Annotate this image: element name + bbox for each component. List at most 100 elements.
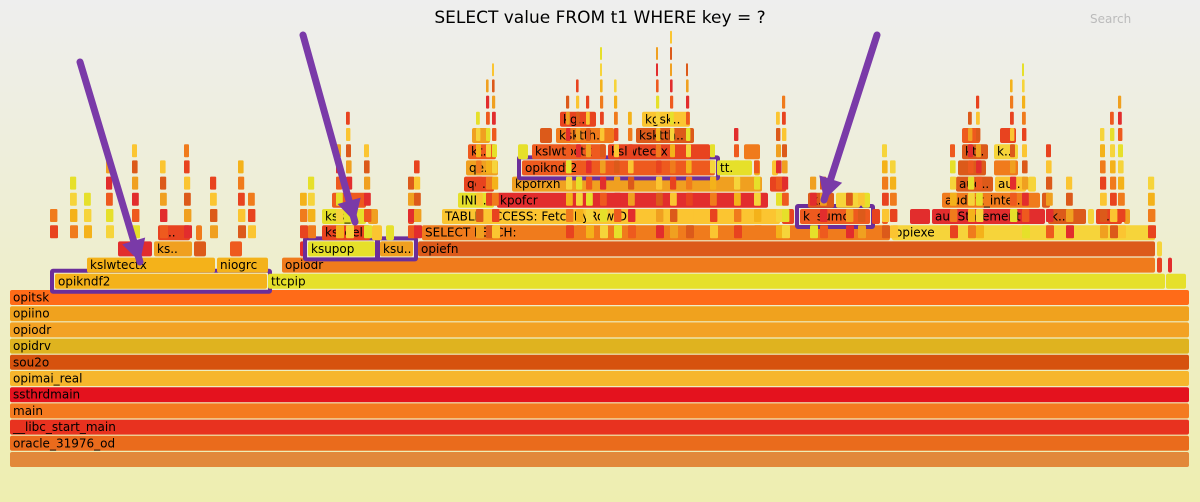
frame-stub[interactable]: [1100, 160, 1106, 174]
frame-stub[interactable]: [710, 144, 715, 158]
frame-stub[interactable]: [686, 225, 694, 239]
frame-stub[interactable]: [1110, 111, 1114, 125]
frame-stub[interactable]: [492, 144, 497, 158]
frame-stub[interactable]: [890, 192, 897, 206]
frame-stub[interactable]: [492, 209, 500, 222]
frame-stub[interactable]: [476, 111, 480, 125]
flame-frame[interactable]: [196, 225, 202, 241]
frame-stub[interactable]: [132, 192, 139, 206]
frame-stub[interactable]: [670, 63, 672, 77]
frame-stub[interactable]: [300, 192, 307, 206]
frame-rect[interactable]: [744, 144, 760, 160]
frame-stub[interactable]: [1022, 225, 1030, 239]
frame-stub[interactable]: [308, 192, 315, 206]
frame-stub[interactable]: [882, 176, 889, 190]
frame-stub[interactable]: [670, 225, 678, 239]
frame-stub[interactable]: [670, 209, 678, 222]
frame-rect[interactable]: [556, 128, 614, 143]
frame-stub[interactable]: [414, 209, 422, 222]
frame-stub[interactable]: [160, 160, 166, 174]
frame-stub[interactable]: [1118, 225, 1126, 239]
frame-stub[interactable]: [586, 128, 591, 141]
frame-stub[interactable]: [248, 209, 256, 222]
frame-stub[interactable]: [576, 209, 584, 222]
flame-frame[interactable]: [194, 241, 206, 257]
frame-stub[interactable]: [734, 225, 742, 239]
frame-stub[interactable]: [810, 225, 818, 239]
frame-stub[interactable]: [1100, 176, 1107, 190]
frame-stub[interactable]: [1010, 95, 1014, 109]
frame-stub[interactable]: [576, 160, 582, 174]
frame-stub[interactable]: [238, 225, 246, 239]
frame-stub[interactable]: [968, 160, 974, 174]
frame-stub[interactable]: [210, 176, 217, 190]
frame-stub[interactable]: [576, 176, 583, 190]
frame-stub[interactable]: [566, 192, 573, 206]
frame-stub[interactable]: [890, 209, 898, 222]
flame-frame-ksktth-[interactable]: ksktth..: [636, 128, 694, 143]
frame-rect[interactable]: [1157, 241, 1162, 257]
flame-frame-oracle-31976-od[interactable]: oracle_31976_od: [10, 435, 1189, 451]
frame-stub[interactable]: [656, 79, 659, 93]
frame-stub[interactable]: [600, 144, 605, 158]
frame-stub[interactable]: [600, 47, 602, 60]
frame-stub[interactable]: [1100, 192, 1107, 206]
frame-stub[interactable]: [882, 225, 890, 239]
frame-stub[interactable]: [686, 192, 693, 206]
frame-stub[interactable]: [950, 192, 957, 206]
frame-stub[interactable]: [782, 128, 787, 141]
frame-stub[interactable]: [810, 176, 817, 190]
frame-stub[interactable]: [1046, 144, 1051, 158]
frame-stub[interactable]: [586, 225, 594, 239]
frame-stub[interactable]: [950, 144, 955, 158]
frame-stub[interactable]: [336, 209, 344, 222]
frame-stub[interactable]: [686, 95, 690, 109]
frame-rect[interactable]: [1124, 209, 1130, 224]
frame-stub[interactable]: [576, 95, 580, 109]
frame-rect[interactable]: [1028, 176, 1036, 192]
flame-frame-sou2o[interactable]: sou2o: [10, 354, 1189, 370]
frame-stub[interactable]: [950, 160, 956, 174]
frame-stub[interactable]: [600, 192, 607, 206]
frame-stub[interactable]: [414, 192, 421, 206]
frame-stub[interactable]: [1022, 63, 1024, 77]
flame-frame--libc-start-main[interactable]: __libc_start_main: [10, 419, 1189, 435]
frame-stub[interactable]: [1118, 128, 1123, 141]
frame-stub[interactable]: [106, 209, 114, 222]
frame-stub[interactable]: [50, 225, 58, 239]
frame-stub[interactable]: [476, 144, 481, 158]
frame-stub[interactable]: [776, 111, 780, 125]
frame-stub[interactable]: [976, 144, 981, 158]
frame-stub[interactable]: [1010, 79, 1013, 93]
frame-stub[interactable]: [408, 176, 415, 190]
frame-stub[interactable]: [586, 144, 591, 158]
frame-stub[interactable]: [84, 225, 92, 239]
frame-stub[interactable]: [614, 144, 619, 158]
frame-rect[interactable]: [1168, 257, 1172, 273]
frame-stub[interactable]: [628, 144, 633, 158]
frame-stub[interactable]: [968, 128, 973, 141]
flame-frame[interactable]: [518, 144, 528, 160]
frame-stub[interactable]: [132, 144, 137, 158]
frame-stub[interactable]: [782, 160, 788, 174]
frame-stub[interactable]: [734, 176, 741, 190]
frame-stub[interactable]: [882, 160, 888, 174]
frame-stub[interactable]: [1010, 111, 1014, 125]
frame-rect[interactable]: [282, 257, 1155, 273]
frame-rect[interactable]: [10, 435, 1189, 451]
frame-stub[interactable]: [656, 47, 658, 60]
frame-rect[interactable]: [308, 241, 375, 257]
frame-stub[interactable]: [492, 111, 496, 125]
frame-stub[interactable]: [776, 144, 781, 158]
flame-frame[interactable]: [1124, 209, 1130, 224]
frame-stub[interactable]: [686, 79, 689, 93]
frame-rect[interactable]: [10, 419, 1189, 435]
frame-stub[interactable]: [846, 225, 854, 239]
frame-stub[interactable]: [346, 225, 354, 239]
frame-stub[interactable]: [950, 225, 958, 239]
frame-stub[interactable]: [1010, 128, 1015, 141]
frame-rect[interactable]: [10, 387, 1189, 403]
frame-stub[interactable]: [414, 160, 420, 174]
frame-rect[interactable]: [268, 273, 1165, 289]
frame-stub[interactable]: [1110, 209, 1118, 222]
